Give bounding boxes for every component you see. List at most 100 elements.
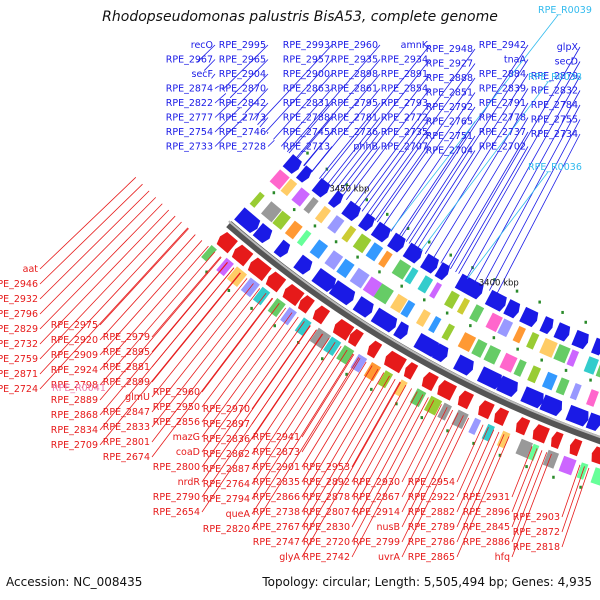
leader-line [440, 117, 529, 264]
reverse-gene-label: RPE_2865 [408, 552, 455, 563]
gene-feature [539, 394, 563, 417]
gene-feature [400, 300, 416, 318]
leader-line [251, 337, 330, 455]
gene-feature [377, 370, 394, 389]
reverse-gene-label: RPE_2909 [51, 350, 98, 361]
reverse-gene-label: RPE_2954 [408, 477, 455, 488]
leader-line [151, 288, 261, 428]
forward-gene-label: RPE_2934 [381, 55, 428, 66]
gene-feature [201, 244, 217, 262]
tick-mark [227, 288, 231, 292]
gene-feature [451, 409, 469, 430]
reverse-gene-label: RPE_2895 [103, 347, 150, 358]
gene-feature [303, 196, 319, 214]
gene-feature [423, 395, 443, 416]
gene-feature [309, 239, 329, 259]
forward-gene-label: RPE_2778 [479, 113, 526, 124]
forward-gene-label: RPE_2737 [479, 127, 526, 138]
leader-line [466, 75, 581, 279]
forward-gene-label: RPE_2736 [331, 127, 378, 138]
leader-line [251, 349, 348, 500]
leader-line [99, 234, 196, 341]
reverse-gene-label: RPE_2931 [463, 492, 510, 503]
tick-mark [320, 357, 324, 361]
leader-line [511, 448, 538, 513]
leader-line [266, 131, 269, 134]
leader-line [416, 73, 529, 250]
forward-gene-label: RPE_2751 [426, 131, 473, 142]
reverse-gene-label: RPE_2901 [253, 462, 300, 473]
leader-line [265, 59, 333, 133]
map-title: Rhodopseudomonas palustris BisA53, compl… [102, 9, 498, 25]
leader-line [39, 203, 163, 330]
leader-line [351, 397, 429, 543]
tick-mark [306, 151, 309, 155]
gene-feature [404, 267, 419, 285]
accession-text: Accession: NC_008435 [6, 575, 143, 589]
forward-gene-label: RPE_2728 [219, 142, 266, 153]
scale-tick-label: 3400 kbp [479, 279, 519, 289]
tick-mark [356, 255, 359, 259]
leader-line [214, 93, 227, 104]
genome-summary-text: Topology: circular; Length: 5,505,494 bp… [262, 575, 592, 589]
genome-backbone [226, 221, 600, 445]
gene-feature [378, 250, 393, 268]
leader-line [458, 61, 581, 274]
reverse-gene-label: RPE_2818 [513, 542, 560, 553]
leader-line [151, 278, 248, 398]
leader-line [201, 298, 274, 393]
leader-line [99, 262, 228, 416]
gene-feature [420, 253, 439, 274]
gene-feature [324, 250, 344, 270]
leader-line [561, 464, 581, 518]
leader-line [99, 272, 241, 446]
leader-line [398, 121, 476, 237]
gene-feature [457, 332, 477, 353]
gene-feature [352, 296, 374, 318]
forward-gene-label: RPE_2884 [479, 69, 526, 80]
gene-labels: recO RPE_2995 RPE_2993 RPE_2960 amnKRPE_2948… [0, 5, 592, 563]
reverse-gene-label: RPE_2674 [103, 452, 150, 463]
gene-feature [550, 431, 564, 450]
tick-mark [525, 465, 528, 469]
forward-gene-label: tnaA [504, 55, 527, 66]
leader-line [376, 146, 431, 223]
leader-line [496, 133, 581, 295]
forward-gene-label: RPE_2874 [166, 84, 213, 95]
gene-feature [520, 386, 544, 409]
gene-feature [541, 371, 558, 391]
gene-feature [216, 257, 234, 277]
gene-feature [295, 165, 313, 183]
leader-line [99, 240, 203, 356]
gene-feature [468, 417, 482, 436]
gene-feature [365, 242, 384, 262]
forward-cog-ring [269, 169, 600, 378]
gene-feature [469, 281, 484, 300]
leader-line [201, 325, 311, 483]
gene-feature [471, 339, 488, 358]
leader-line [251, 333, 324, 440]
forward-gene-label: RPE_2832 [531, 86, 578, 97]
leader-line [361, 117, 431, 212]
tick-mark [313, 224, 317, 228]
tick-mark [378, 270, 381, 274]
gene-feature [216, 231, 238, 254]
leader-line [481, 104, 581, 287]
leader-line [401, 415, 464, 543]
reverse-gene-label: RPE_2887 [203, 464, 250, 475]
reverse-gene-label: RPE_2856 [153, 417, 200, 428]
forward-gene-label: RPE_2993 [283, 40, 330, 51]
gene-feature [519, 306, 539, 328]
gene-feature [311, 177, 331, 198]
gene-feature [296, 229, 312, 247]
gene-feature [336, 258, 355, 279]
leader-line [351, 388, 413, 498]
tick-mark [472, 441, 475, 445]
forward-gene-label: RPE_2772 [381, 113, 428, 124]
leader-line [214, 85, 219, 89]
leader-line [401, 409, 454, 513]
gene-feature [481, 423, 495, 442]
tick-mark [385, 212, 389, 216]
tick-mark [406, 226, 410, 230]
reverse-gene-label: uvrA [378, 552, 401, 563]
